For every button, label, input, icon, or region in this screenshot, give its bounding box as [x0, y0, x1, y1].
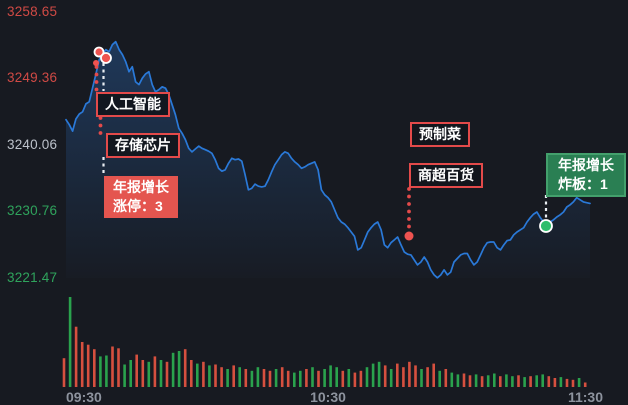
callout-annual-report-zhaban[interactable]: 年报增长炸板：1 [546, 153, 626, 197]
callout-connector-1 [94, 65, 99, 92]
price-area-fill [66, 41, 590, 279]
callout-supermarket-retail[interactable]: 商超百货 [409, 163, 483, 188]
callout-premade-food-line-0: 预制菜 [419, 126, 461, 142]
callout-storage-chip[interactable]: 存储芯片 [106, 133, 180, 158]
callout-connector-4 [407, 187, 411, 229]
event-marker-4[interactable] [539, 219, 553, 233]
y-axis-label-0: 3258.65 [7, 4, 58, 19]
y-axis-label-4: 3221.47 [7, 270, 58, 285]
callout-annual-report-zhaban-line-0: 年报增长 [558, 157, 614, 173]
callout-storage-chip-line-0: 存储芯片 [115, 137, 171, 153]
callout-premade-food[interactable]: 预制菜 [410, 122, 470, 147]
y-axis-label-3: 3230.76 [7, 203, 58, 218]
x-axis-label-1: 10:30 [310, 389, 346, 405]
x-axis-label-2: 11:30 [567, 389, 603, 405]
event-marker-2[interactable] [93, 60, 99, 66]
callout-annual-report-limitup-line-1: 涨停：3 [113, 198, 163, 214]
callout-annual-report-limitup-line-0: 年报增长 [113, 179, 169, 195]
event-marker-1[interactable] [100, 52, 112, 64]
event-marker-3[interactable] [404, 231, 414, 241]
price-line [65, 40, 591, 279]
event-marker-0[interactable] [93, 46, 105, 58]
callout-ai[interactable]: 人工智能 [96, 92, 170, 117]
callout-annual-report-limitup[interactable]: 年报增长涨停：3 [104, 176, 178, 218]
y-axis-label-2: 3240.06 [7, 137, 58, 152]
y-axis-label-1: 3249.36 [7, 70, 58, 85]
callout-ai-line-0: 人工智能 [105, 96, 161, 112]
callout-annual-report-zhaban-line-1: 炸板：1 [558, 176, 608, 192]
volume-bars [62, 297, 587, 387]
x-axis-label-0: 09:30 [66, 389, 102, 405]
callout-supermarket-retail-line-0: 商超百货 [418, 167, 474, 183]
callout-connector-2 [98, 116, 103, 135]
